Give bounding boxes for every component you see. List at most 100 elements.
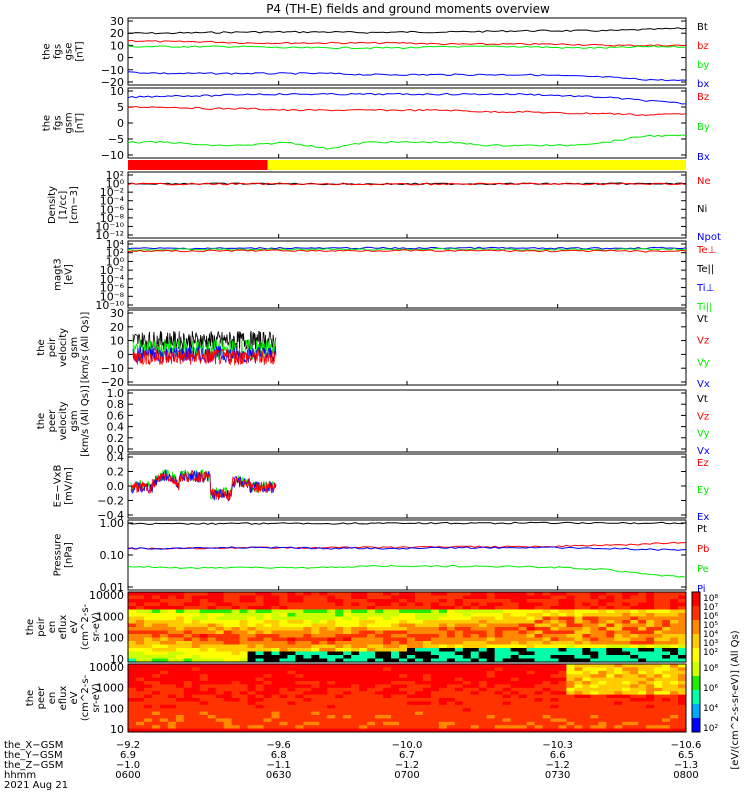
heatmap-cell xyxy=(534,634,543,638)
heatmap-cell xyxy=(255,630,264,635)
heatmap-cell xyxy=(502,701,512,706)
heatmap-cell xyxy=(502,677,512,682)
heatmap-cell xyxy=(271,609,280,614)
heatmap-cell xyxy=(502,592,512,596)
y-tick-label: −20 xyxy=(101,76,124,89)
heatmap-cell xyxy=(478,694,488,699)
heatmap-cell xyxy=(199,602,209,607)
heatmap-cell xyxy=(590,694,599,699)
heatmap-cell xyxy=(622,599,631,603)
heatmap-cell xyxy=(630,677,639,682)
heatmap-cell xyxy=(215,694,225,699)
heatmap-cell xyxy=(191,648,201,652)
heatmap-cell xyxy=(351,677,360,682)
heatmap-cell xyxy=(622,728,631,733)
heatmap-cell xyxy=(303,655,312,659)
heatmap-cell xyxy=(135,627,145,631)
heatmap-cell xyxy=(582,681,591,685)
heatmap-cell xyxy=(327,658,336,663)
heatmap-cell xyxy=(335,609,344,614)
heatmap-cell xyxy=(574,658,583,663)
heatmap-cell xyxy=(454,664,464,668)
heatmap-cell xyxy=(670,728,679,733)
heatmap-cell xyxy=(375,620,384,624)
heatmap-cell xyxy=(367,670,376,675)
heatmap-cell xyxy=(359,691,368,695)
heatmap-cell xyxy=(191,698,201,702)
heatmap-cell xyxy=(128,704,137,709)
heatmap-cell xyxy=(502,711,512,716)
heatmap-cell xyxy=(566,715,575,719)
heatmap-cell xyxy=(128,728,137,733)
heatmap-cell xyxy=(303,620,312,624)
heatmap-cell xyxy=(662,641,671,645)
heatmap-cell xyxy=(375,711,384,716)
heatmap-cell xyxy=(638,613,647,617)
heatmap-cell xyxy=(263,655,272,659)
heatmap-cell xyxy=(598,637,607,642)
y-tick-label: −0.4 xyxy=(97,509,124,522)
heatmap-cell xyxy=(446,595,456,600)
heatmap-cell xyxy=(526,701,535,706)
heatmap-cell xyxy=(582,609,591,614)
panel-10: the peir en eflux eV (cm^2-s-sr-eV)1000010001… xyxy=(25,589,687,666)
heatmap-cell xyxy=(582,701,591,706)
heatmap-cell xyxy=(430,698,440,702)
heatmap-cell xyxy=(159,623,169,628)
heatmap-cell xyxy=(311,651,320,656)
heatmap-cell xyxy=(494,708,504,712)
heatmap-cell xyxy=(678,655,687,659)
heatmap-cell xyxy=(502,728,512,733)
heatmap-cell xyxy=(646,674,655,678)
heatmap-cell xyxy=(319,674,328,678)
heatmap-cell xyxy=(215,681,225,685)
heatmap-cell xyxy=(462,704,472,709)
heatmap-cell xyxy=(287,694,296,699)
heatmap-cell xyxy=(175,728,185,733)
heatmap-cell xyxy=(175,681,185,685)
heatmap-cell xyxy=(255,718,264,723)
y-tick-label: 1.0 xyxy=(107,387,125,400)
heatmap-cell xyxy=(646,655,655,659)
heatmap-cell xyxy=(335,627,344,631)
heatmap-cell xyxy=(151,634,161,638)
x-tick-label: −10.3 xyxy=(542,740,573,751)
heatmap-cell xyxy=(391,698,400,702)
heatmap-cell xyxy=(558,684,567,689)
heatmap-cell xyxy=(550,670,559,675)
y-tick-label: 0.10 xyxy=(100,549,125,562)
heatmap-cell xyxy=(566,623,575,628)
heatmap-cell xyxy=(295,674,304,678)
heatmap-cell xyxy=(662,651,671,656)
heatmap-cell xyxy=(486,658,496,663)
heatmap-cell xyxy=(446,609,456,614)
heatmap-cell xyxy=(183,681,193,685)
heatmap-cell xyxy=(223,651,233,656)
heatmap-cell xyxy=(430,651,440,656)
heatmap-cell xyxy=(287,648,296,652)
heatmap-cell xyxy=(327,721,336,726)
heatmap-cell xyxy=(167,711,177,716)
heatmap-cell xyxy=(279,641,288,645)
heatmap-cell xyxy=(175,684,185,689)
heatmap-cell xyxy=(231,637,240,642)
heatmap-cell xyxy=(295,637,304,642)
y-axis-label-line: gsm xyxy=(69,337,80,358)
heatmap-cell xyxy=(502,684,512,689)
heatmap-cell xyxy=(239,694,248,699)
heatmap-cell xyxy=(128,644,137,649)
heatmap-cell xyxy=(654,684,663,689)
heatmap-cell xyxy=(654,613,663,617)
heatmap-cell xyxy=(590,637,599,642)
heatmap-cell xyxy=(622,667,631,672)
heatmap-cell xyxy=(135,641,145,645)
heatmap-cell xyxy=(175,613,185,617)
heatmap-cell xyxy=(231,708,240,712)
heatmap-cell xyxy=(494,701,504,706)
heatmap-cell xyxy=(646,641,655,645)
heatmap-cell xyxy=(271,667,280,672)
heatmap-cell xyxy=(494,609,504,614)
heatmap-cell xyxy=(247,658,256,663)
heatmap-cell xyxy=(526,651,535,656)
